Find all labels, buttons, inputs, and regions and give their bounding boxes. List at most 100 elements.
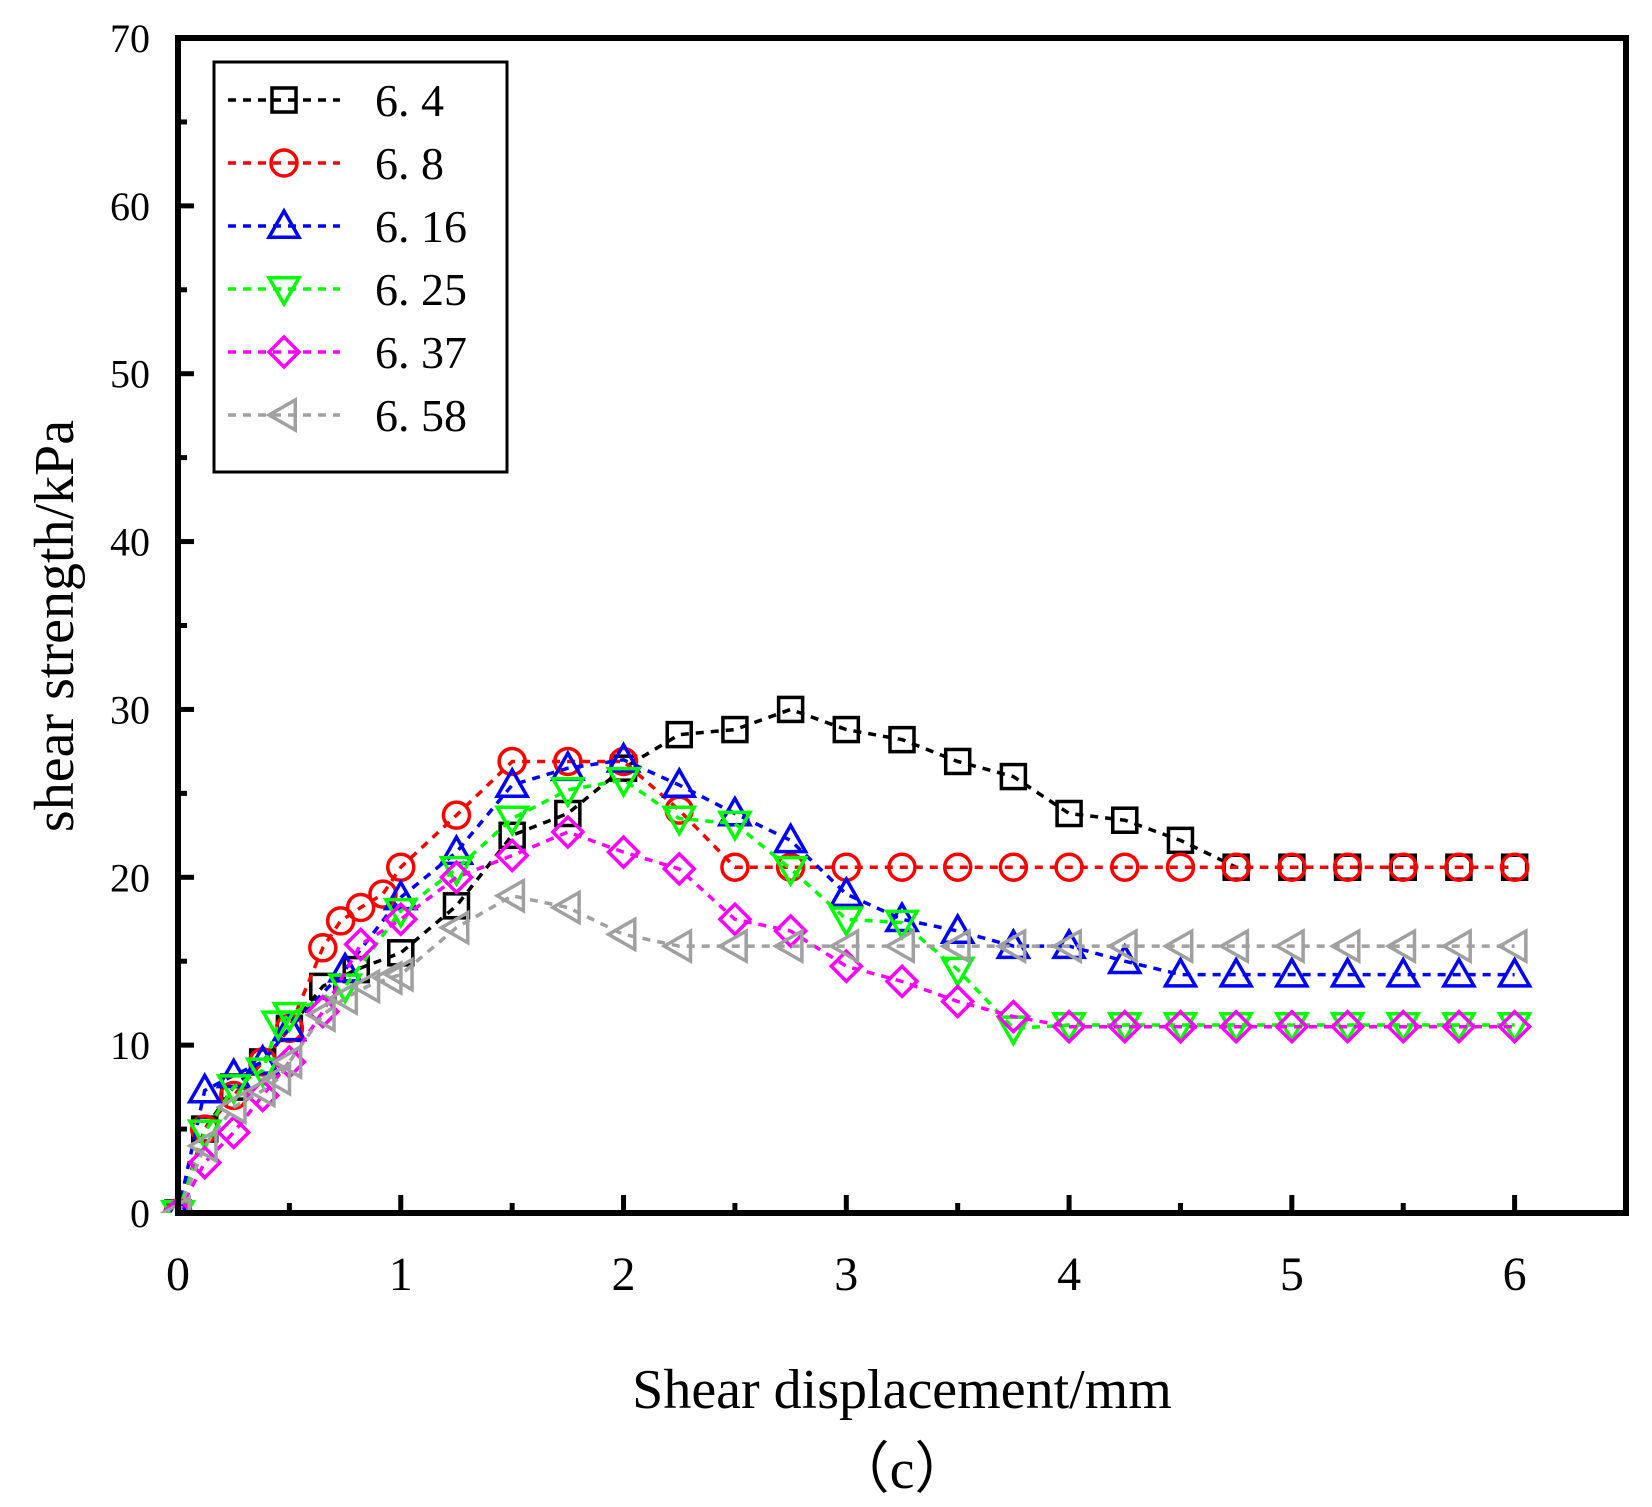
data-point: [493, 877, 526, 914]
data-point: [1330, 1009, 1366, 1045]
legend: 6. 4 6. 8 6. 16 6. 25 6. 37 6. 58: [212, 60, 509, 474]
data-point: [939, 956, 976, 989]
data-point: [494, 837, 530, 873]
data-point: [1388, 852, 1418, 882]
data-point: [244, 1072, 276, 1109]
data-point: [887, 852, 917, 882]
data-point: [717, 901, 753, 937]
data-point: [1110, 852, 1140, 882]
legend-label: 6. 25: [375, 264, 467, 315]
data-point: [1107, 1009, 1143, 1045]
data-point: [437, 909, 470, 946]
legend-label: 6. 37: [375, 327, 467, 378]
y-tick-label: 60: [110, 184, 150, 229]
data-point: [244, 1057, 281, 1089]
data-point: [1496, 928, 1528, 965]
legend-item: 6. 4: [228, 75, 444, 126]
data-point: [884, 963, 920, 999]
data-point: [888, 725, 916, 754]
series-3: [167, 741, 1533, 1213]
legend-label: 6. 8: [375, 138, 444, 189]
data-point: [1051, 1009, 1087, 1045]
data-point: [270, 1043, 303, 1080]
legend-marker: [269, 148, 299, 178]
data-point: [215, 1089, 247, 1126]
data-point: [832, 715, 861, 744]
data-point: [1385, 1009, 1421, 1045]
data-point: [345, 892, 376, 923]
legend-item: 6. 25: [228, 264, 467, 315]
data-point: [1440, 928, 1472, 965]
x-tick-label: 1: [389, 1248, 413, 1301]
data-point: [1385, 956, 1422, 988]
data-point: [660, 928, 693, 965]
data-point: [326, 980, 359, 1017]
legend-item: 6. 58: [228, 390, 467, 441]
data-point: [939, 928, 971, 965]
data-point: [271, 1009, 308, 1042]
data-point: [661, 766, 698, 798]
data-point: [216, 1114, 252, 1150]
x-tick-label: 3: [834, 1248, 858, 1301]
data-point: [998, 852, 1029, 882]
data-point: [382, 878, 419, 911]
x-axis-ticks: 0 1 2 3 4 5 6: [166, 1195, 1527, 1301]
data-point: [1499, 852, 1530, 882]
data-point: [1166, 826, 1195, 855]
data-point: [1055, 799, 1083, 828]
x-tick-label: 2: [612, 1248, 636, 1301]
y-tick-label: 10: [110, 1023, 150, 1068]
series-layer: [160, 695, 1533, 1213]
y-tick-label: 20: [110, 855, 150, 900]
series-line: [176, 893, 1515, 1213]
data-point: [494, 766, 531, 798]
series-6: [160, 877, 1528, 1213]
data-point: [186, 1127, 218, 1164]
data-point: [828, 875, 865, 908]
data-point: [308, 933, 338, 963]
data-point: [721, 715, 749, 744]
data-point: [939, 912, 976, 944]
data-point: [1165, 852, 1196, 882]
x-tick-label: 5: [1280, 1248, 1304, 1301]
legend-item: 6. 37: [228, 327, 467, 378]
data-point: [776, 695, 805, 724]
series-4: [160, 766, 1533, 1213]
legend-item: 6. 16: [228, 201, 467, 252]
legend-marker: [265, 207, 303, 239]
y-tick-label: 50: [110, 352, 150, 397]
legend-label: 6. 58: [375, 390, 467, 441]
data-point: [1273, 956, 1310, 988]
legend-item: 6. 8: [228, 138, 444, 189]
data-point: [497, 746, 527, 777]
data-point: [550, 814, 586, 850]
data-point: [716, 810, 753, 843]
series-5: [160, 814, 1533, 1213]
data-point: [348, 968, 381, 1005]
x-tick-label: 4: [1057, 1248, 1081, 1301]
legend-marker: [265, 276, 303, 308]
data-point: [994, 928, 1027, 965]
data-point: [1329, 928, 1361, 965]
data-point: [661, 805, 698, 838]
data-point: [720, 852, 750, 882]
data-point: [995, 999, 1031, 1035]
series-line: [176, 830, 1515, 1213]
data-point: [661, 851, 697, 887]
data-point: [327, 951, 364, 983]
data-point: [883, 909, 921, 942]
data-point: [494, 805, 531, 838]
data-point: [665, 720, 693, 749]
y-tick-label: 40: [110, 520, 150, 565]
data-point: [368, 879, 398, 909]
data-point: [438, 833, 475, 866]
data-point: [1111, 806, 1139, 834]
data-point: [1218, 956, 1255, 988]
data-point: [772, 928, 804, 965]
data-point: [1441, 1009, 1477, 1045]
data-point: [1440, 956, 1477, 988]
data-point: [940, 984, 976, 1019]
data-point: [943, 747, 972, 776]
data-point: [1161, 928, 1194, 965]
